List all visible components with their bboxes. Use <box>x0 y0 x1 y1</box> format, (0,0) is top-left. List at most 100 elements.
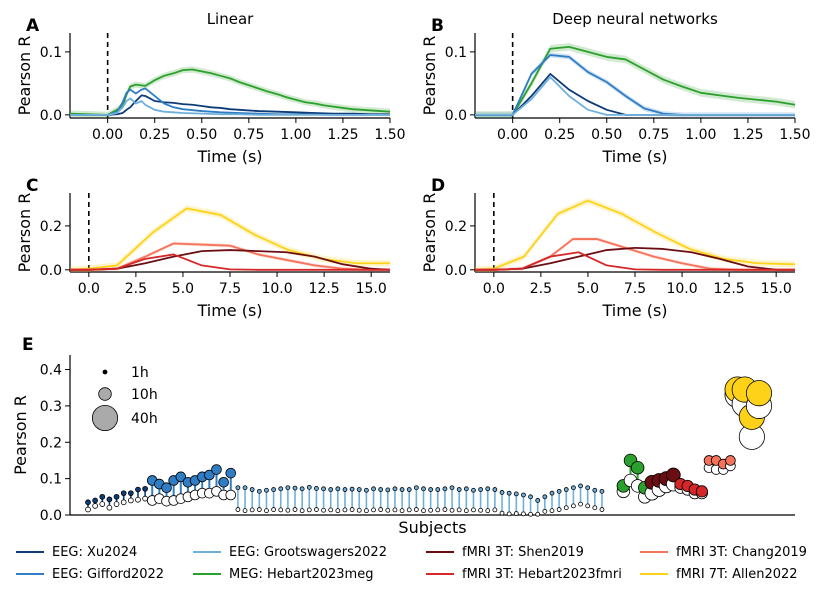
legend-label: MEG: Hebart2023meg <box>229 567 373 582</box>
line-fmri-3t-hebart2023fmri <box>70 253 390 271</box>
linear-point <box>328 507 334 513</box>
size-legend-marker <box>98 387 112 401</box>
dnn-point <box>378 487 384 492</box>
linear-point <box>235 507 241 512</box>
dnn-point <box>264 487 269 493</box>
x-tick-label: 1.50 <box>374 127 405 143</box>
linear-point <box>456 507 462 513</box>
panel-E: E 0.0 0.1 0.2 0.3 0.4 Pearson R Subjects 1h 10h 40… <box>11 335 795 537</box>
dnn-point <box>421 486 426 492</box>
linear-point <box>428 507 434 513</box>
legend-item-eeg-grootswagers2022: EEG: Grootswagers2022 <box>193 545 387 560</box>
dnn-point <box>666 467 681 483</box>
size-legend-marker <box>102 369 108 375</box>
dnn-point <box>92 497 98 504</box>
x-tick-label: 10.0 <box>261 281 292 297</box>
dnn-point <box>485 486 491 492</box>
linear-point <box>371 507 376 513</box>
x-axis-label: Time (s) <box>196 301 262 320</box>
dnn-point <box>449 485 455 491</box>
line-fmri-7t-allen2022 <box>69 207 390 271</box>
y-tick-label: 0.2 <box>40 435 62 451</box>
group-eeg-gifford2022 <box>146 464 237 507</box>
dnn-point <box>85 499 91 506</box>
line-eeg-xu2024 <box>70 94 390 116</box>
group-eeg-grootswagers2022 <box>235 483 605 517</box>
dnn-point <box>142 485 148 492</box>
line-eeg-gifford2022 <box>70 87 390 116</box>
linear-point <box>356 507 362 513</box>
x-tick-label: 12.5 <box>309 281 340 297</box>
y-axis-label: Pearson R <box>15 193 34 273</box>
line-eeg-grootswagers2022 <box>70 97 390 116</box>
linear-point <box>485 508 491 514</box>
x-tick-label: 0.00 <box>92 127 123 143</box>
dnn-point <box>549 490 555 496</box>
linear-point <box>599 507 605 512</box>
dnn-point <box>513 491 519 497</box>
dnn-point <box>225 467 237 479</box>
dnn-point <box>599 488 605 494</box>
dnn-point <box>571 485 576 491</box>
linear-point <box>385 507 391 513</box>
linear-point <box>120 499 127 506</box>
y-tick-label: 0.4 <box>40 363 62 379</box>
dnn-point <box>235 485 241 491</box>
linear-point <box>435 507 441 513</box>
legend-label: EEG: Gifford2022 <box>52 567 164 582</box>
linear-point <box>99 501 106 507</box>
y-axis-label: Pearson R <box>420 193 439 273</box>
panel-title: Deep neural networks <box>552 10 718 28</box>
panel-label: C <box>26 176 38 196</box>
size-legend-label: 10h <box>131 387 158 403</box>
linear-point <box>571 503 576 509</box>
dnn-point <box>321 486 326 492</box>
dnn-point <box>278 486 284 492</box>
y-tick-label: 0.2 <box>40 219 62 235</box>
panel-B: B 0.0 0.1 Pearson R Time (s) Deep neural netw… <box>420 10 811 166</box>
panel-C: C 0.0 0.2 Pearson R Time (s) 0.0 2.5 5.0 7.5 10.0… <box>15 176 391 320</box>
x-tick-label: 2.5 <box>530 281 552 297</box>
dnn-point <box>363 487 369 493</box>
dnn-point <box>592 487 598 493</box>
legend-item-fmri-3t-hebart2023fmri: fMRI 3T: Hebart2023fmri <box>426 567 622 582</box>
y-tick-label: 0.0 <box>445 263 467 279</box>
linear-point <box>242 508 248 514</box>
linear-point <box>349 507 355 512</box>
x-tick-label: 1.00 <box>685 127 716 143</box>
linear-point <box>513 511 519 516</box>
dnn-point <box>328 487 334 492</box>
dnn-point <box>745 380 773 407</box>
linear-point <box>342 507 348 513</box>
linear-point <box>249 507 255 513</box>
linear-point <box>85 506 91 513</box>
dnn-point <box>492 487 498 492</box>
linear-point <box>314 507 319 512</box>
panel-A: A 0.0 0.1 Pearson R Time (s) Linear 0.00 0.25 0.… <box>15 10 406 166</box>
dnn-point <box>413 485 419 491</box>
y-axis-label: Pearson R <box>420 36 439 116</box>
dnn-point <box>242 485 248 491</box>
linear-point <box>542 508 548 514</box>
x-tick-label: 0.0 <box>483 281 505 297</box>
x-tick-label: 12.5 <box>714 281 745 297</box>
dnn-point <box>392 486 398 492</box>
x-tick-label: 5.0 <box>577 281 599 297</box>
x-tick-label: 7.5 <box>219 281 241 297</box>
dnn-point <box>161 482 172 494</box>
dnn-point <box>463 486 469 492</box>
panel-label: E <box>22 335 34 355</box>
linear-point <box>585 503 591 509</box>
dnn-point <box>218 476 229 488</box>
linear-point <box>592 505 598 511</box>
linear-point <box>463 508 469 514</box>
linear-point <box>127 497 134 504</box>
dnn-point <box>471 487 476 493</box>
legend: EEG: Xu2024 EEG: Gifford2022 EEG: Grootswa… <box>16 545 807 582</box>
linear-point <box>299 508 305 514</box>
y-axis-label: Pearson R <box>11 395 30 475</box>
linear-point <box>471 507 476 513</box>
dnn-point <box>499 490 505 495</box>
dnn-point <box>349 486 355 492</box>
panel-label: A <box>26 16 40 36</box>
